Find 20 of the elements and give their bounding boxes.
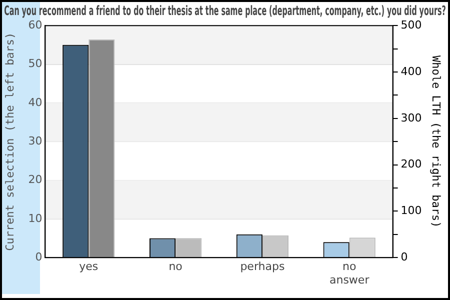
x-tick-label: perhaps xyxy=(240,260,285,274)
y2-tick-label: 500 xyxy=(400,18,422,32)
y-tick-label: 10 xyxy=(28,212,42,225)
x-tick-label: yes xyxy=(79,260,98,274)
y-tick-label: 20 xyxy=(28,173,42,186)
y2-tick-label: 0 xyxy=(400,250,408,264)
y2-tick-label: 100 xyxy=(400,204,422,218)
x-tick-label: no answer xyxy=(329,260,370,286)
y2-tick-label: 400 xyxy=(400,64,422,78)
y-tick-label: 0 xyxy=(35,250,42,264)
y2-tick-label: 300 xyxy=(400,111,422,124)
y2-axis-title: Whole LTH (the right bars) xyxy=(430,56,443,228)
y-tick-label: 40 xyxy=(28,96,42,109)
y-tick-label: 30 xyxy=(28,134,42,148)
x-tick-label: no xyxy=(168,260,183,274)
chart-title: Can you recommend a friend to do their thesis at the same place (department, company, etc.) you did yours? xyxy=(4,4,446,19)
y2-tick-label: 200 xyxy=(400,158,422,171)
y-tick-label: 50 xyxy=(28,57,42,70)
y-axis-title: Current selection (the left bars) xyxy=(3,32,16,251)
y-tick-label: 60 xyxy=(28,18,42,32)
